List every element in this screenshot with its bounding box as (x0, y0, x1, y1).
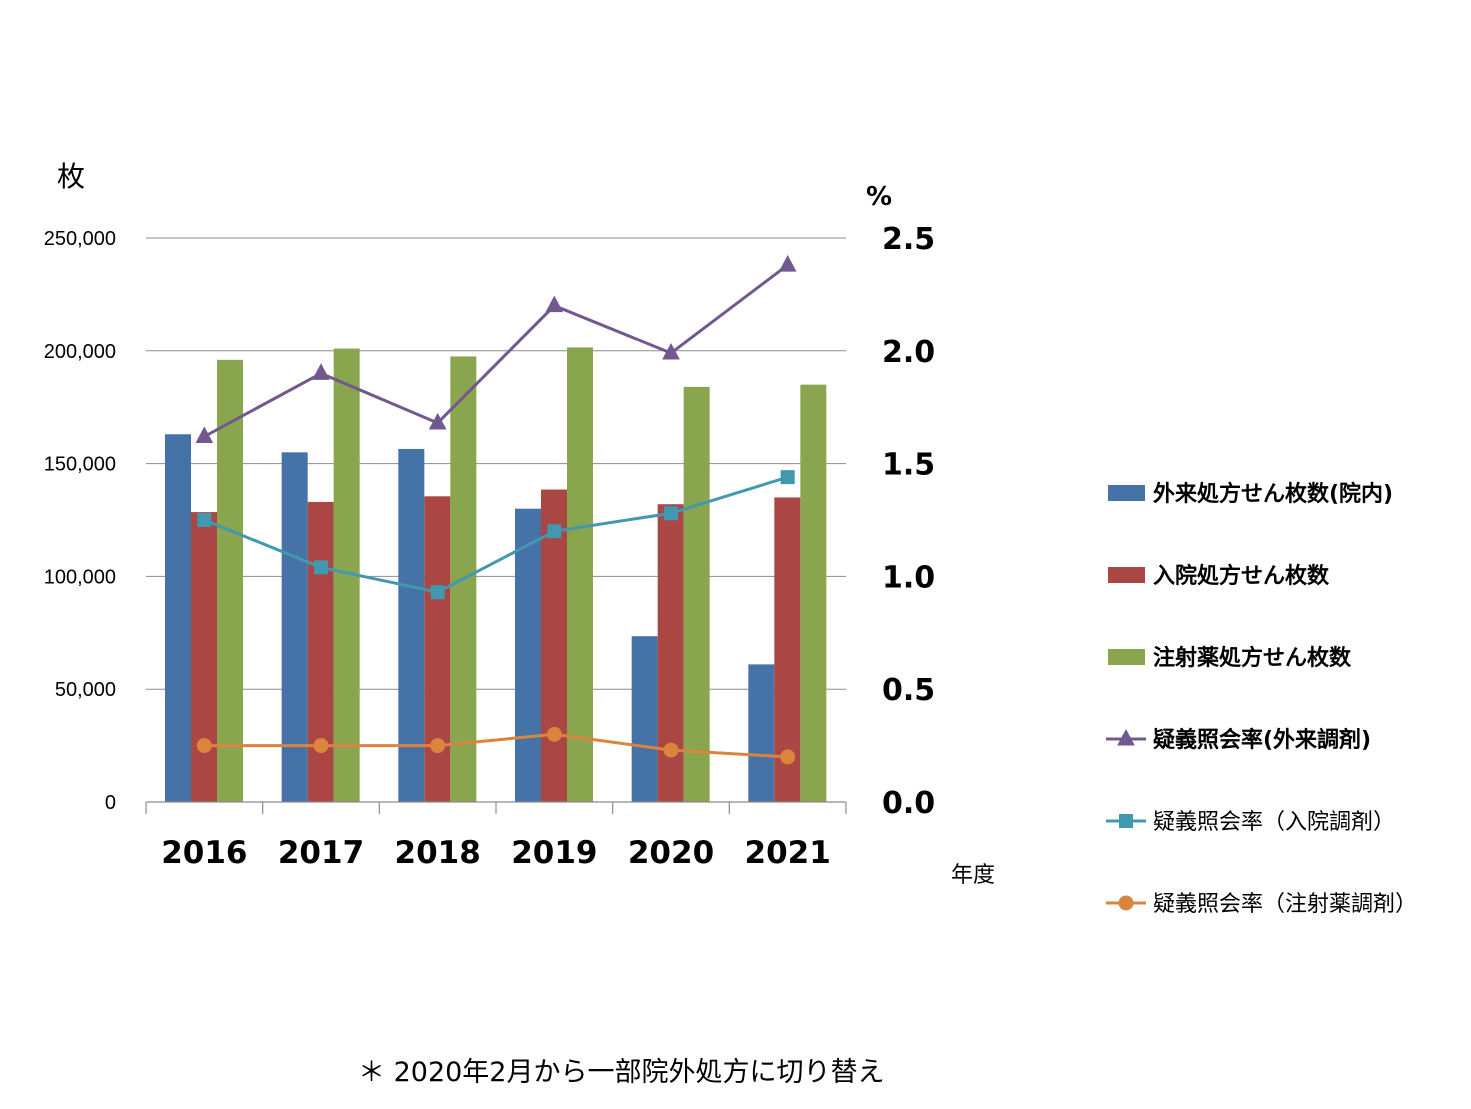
right-tick-label: 2.0 (882, 335, 935, 370)
series-line (203, 475, 789, 594)
bar-series-group (165, 347, 827, 802)
legend-label: 疑義照会率（入院調剤） (1153, 810, 1395, 835)
x-tick-label: 2020 (628, 835, 714, 871)
line-point (195, 426, 214, 444)
line-point (197, 513, 212, 527)
legend-swatch (1108, 567, 1145, 583)
bar (515, 508, 541, 802)
line-point (778, 255, 797, 272)
bar (567, 347, 593, 802)
bar (631, 636, 658, 802)
bar (217, 359, 243, 802)
legend-swatch (1108, 485, 1145, 501)
line-point (312, 363, 330, 380)
legend-label: 疑義照会率（注射薬調剤） (1153, 892, 1417, 917)
line-point (545, 295, 564, 313)
line-point (313, 738, 329, 754)
line-point (546, 726, 562, 742)
bar (424, 496, 451, 802)
line-point (547, 524, 562, 539)
x-tick-label: 2017 (278, 835, 364, 871)
bar (748, 664, 775, 802)
line-series-group (195, 255, 797, 765)
legend-label: 入院処方せん枚数 (1153, 563, 1330, 589)
line-point (780, 749, 796, 765)
line-point (662, 342, 680, 360)
x-tick-label: 2018 (395, 835, 481, 871)
line-point (430, 738, 446, 754)
left-tick-label: 150,000 (44, 454, 116, 476)
legend-marker (1117, 728, 1135, 746)
line-point (780, 470, 795, 485)
left-tick-label: 250,000 (44, 228, 116, 250)
right-axis-ticks: 0.0 0.5 1.0 1.5 2.0 2.5 (882, 222, 935, 821)
right-tick-label: 0.5 (882, 673, 935, 708)
axes (145, 801, 847, 814)
bar (683, 386, 710, 802)
left-tick-label: 50,000 (55, 679, 116, 701)
line-point (663, 742, 679, 758)
legend-swatch (1108, 649, 1145, 665)
x-tick-label: 2016 (161, 835, 247, 871)
bar (307, 501, 334, 802)
right-tick-label: 1.5 (882, 448, 935, 483)
x-axis-ticks: 2016 2017 2018 2019 2020 2021 (161, 835, 831, 871)
left-tick-label: 200,000 (44, 341, 116, 363)
right-tick-label: 1.0 (882, 560, 935, 595)
left-tick-label: 0 (105, 792, 116, 814)
x-tick-label: 2021 (745, 835, 831, 871)
legend-marker (1119, 814, 1133, 828)
bar (800, 384, 827, 802)
gridlines (146, 237, 846, 690)
legend-label: 外来処方せん枚数(院内) (1153, 481, 1393, 507)
line-point (430, 585, 445, 600)
series-line (204, 732, 788, 759)
bar (165, 434, 191, 802)
x-tick-label: 2019 (511, 835, 597, 871)
legend-label: 疑義照会率(外来調剤) (1153, 727, 1371, 753)
x-axis-label: 年度 (951, 863, 995, 888)
bar (398, 448, 425, 802)
line-point (664, 506, 678, 521)
left-axis-ticks: 0 50,000 100,000 150,000 200,000 250,000 (44, 228, 116, 814)
bar (281, 452, 308, 802)
line-point (196, 738, 212, 754)
right-tick-label: 0.0 (882, 786, 935, 821)
left-axis-unit: 枚 (57, 160, 85, 193)
bar (541, 489, 567, 802)
legend: 外来処方せん枚数(院内) 入院処方せん枚数注射薬処方せん枚数疑義照会率(外来調剤)… (1106, 481, 1417, 917)
right-tick-label: 2.5 (882, 222, 935, 257)
legend-marker (1118, 895, 1134, 911)
legend-label: 注射薬処方せん枚数 (1153, 645, 1352, 671)
series-line (203, 263, 789, 438)
footnote: ＊ 2020年2月から一部院外処方に切り替え (358, 1057, 885, 1088)
line-point (428, 412, 447, 430)
left-tick-label: 100,000 (44, 566, 116, 588)
line-point (314, 560, 328, 575)
bar (191, 512, 217, 802)
right-axis-unit: % (866, 182, 892, 212)
